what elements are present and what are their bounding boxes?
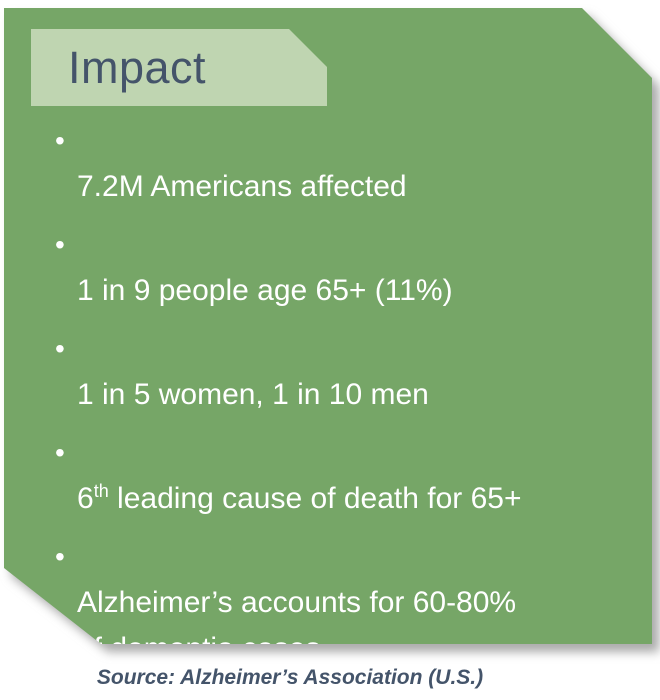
bullet-americans-affected: 7.2M Americans affected [55,118,630,210]
impact-card: Impact 7.2M Americans affected 1 in 9 pe… [4,8,652,644]
bullet-dementia-share: Alzheimer’s accounts for 60-80% of demen… [55,534,630,672]
bullet-text: 7.2M Americans affected [77,170,407,203]
bullet-leading-cause-of-death: 6th leading cause of death for 65+ [55,430,630,522]
bullet-text: Alzheimer’s accounts for 60-80% of demen… [77,586,517,665]
title-banner: Impact [31,29,327,106]
bullet-women-men-ratio: 1 in 5 women, 1 in 10 men [55,326,630,418]
page-title: Impact [68,42,207,93]
ordinal-superscript: th [93,481,109,501]
bullet-one-in-nine: 1 in 9 people age 65+ (11%) [55,222,630,314]
bullet-text: 1 in 9 people age 65+ (11%) [77,274,453,307]
source-attribution: Source: Alzheimer’s Association (U.S.) [96,666,484,689]
impact-bullet-list: 7.2M Americans affected 1 in 9 people ag… [55,118,630,700]
bullet-text: 1 in 5 women, 1 in 10 men [77,378,429,411]
bullet-text-prefix: 6 [77,482,94,515]
bullet-text-suffix: leading cause of death for 65+ [108,482,522,515]
